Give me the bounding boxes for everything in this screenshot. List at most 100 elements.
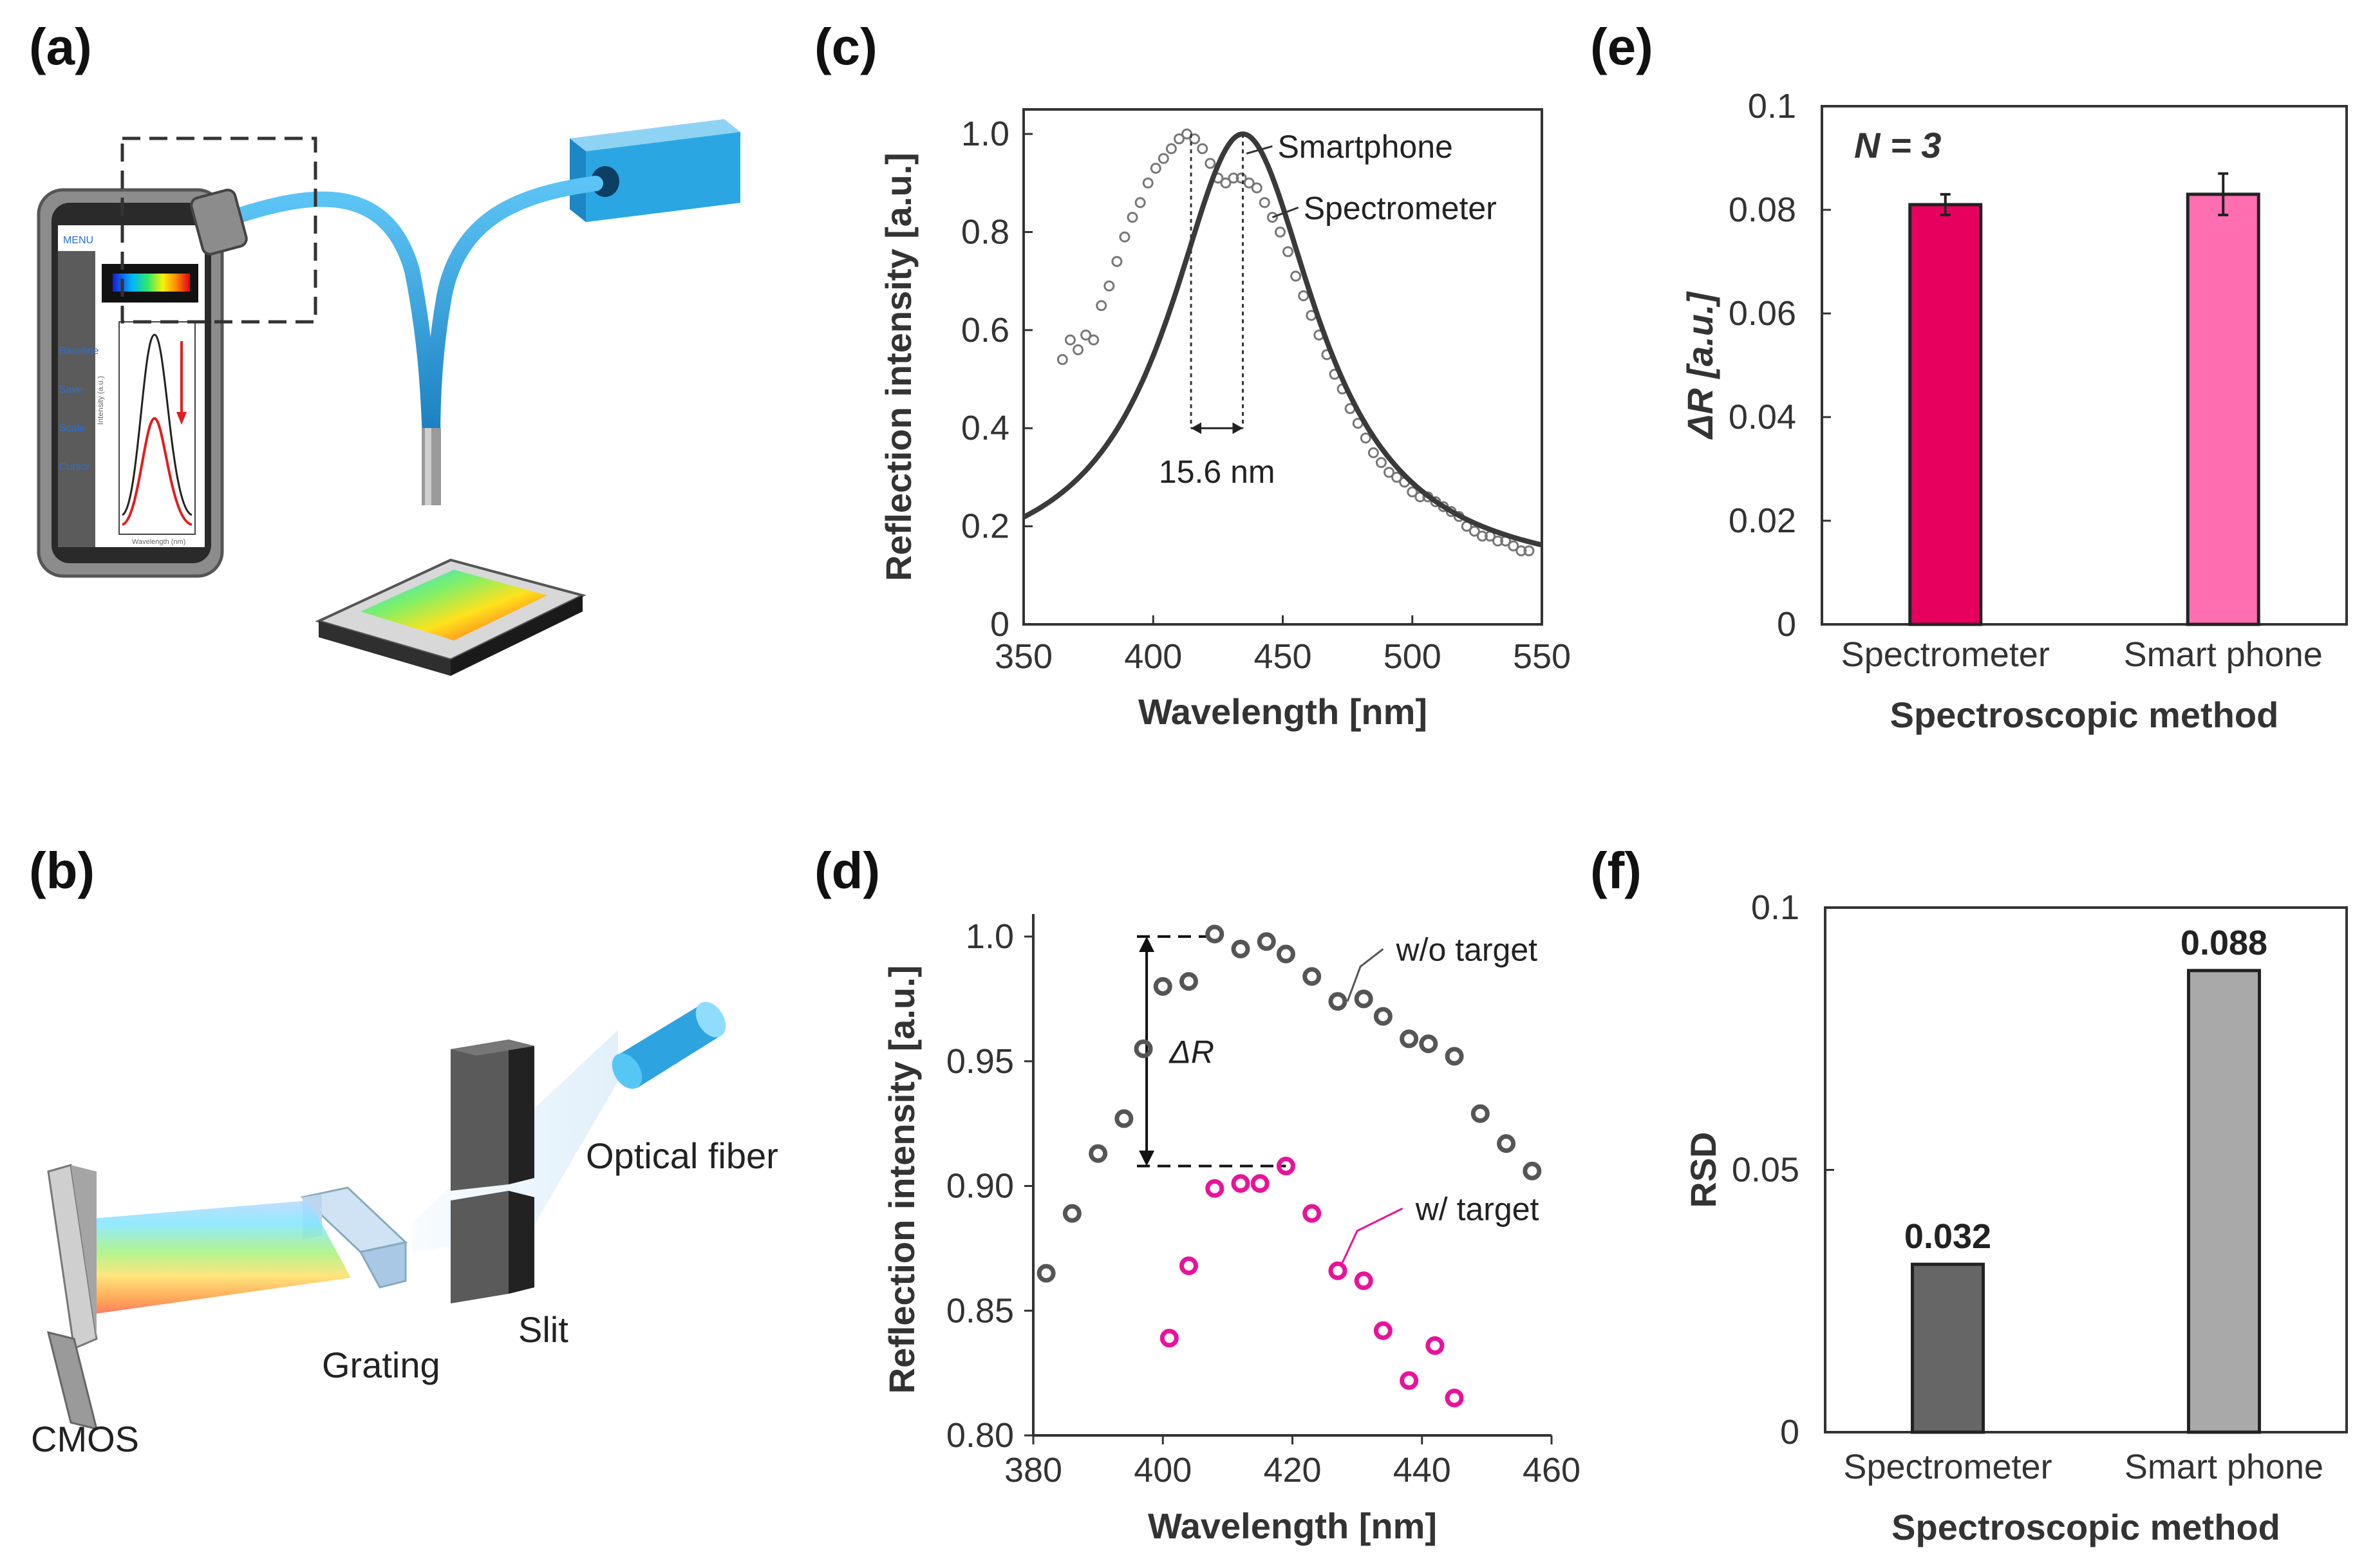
chart-d-without-target-point (1062, 1204, 1082, 1223)
chart-d-ytick-label: 0.80 (946, 1416, 1014, 1455)
chart-c-xtick-label: 350 (995, 637, 1053, 676)
chart-c-smartphone-point (1298, 290, 1309, 302)
chart-c-smartphone-point (1174, 133, 1185, 145)
chart-d-without-target-point (1302, 967, 1322, 986)
chart-f-ylabel: RSD (1683, 1132, 1723, 1208)
light-source-icon (570, 119, 740, 222)
chart-c-ytick-label: 0.4 (961, 409, 1009, 447)
chart-c-smartphone-point (1468, 525, 1480, 537)
chart-d-with-target-point (1159, 1329, 1179, 1348)
chart-e-ytick-label: 0.06 (1729, 294, 1796, 333)
phone-mini-ylabel: Intensity (a.u.) (96, 376, 105, 425)
optical-fiber-label: Optical fiber (586, 1135, 778, 1176)
chart-d-ytick-label: 0.90 (946, 1167, 1014, 1206)
chart-c-smartphone-point (1080, 329, 1092, 341)
chart-d-xtick-label: 420 (1263, 1451, 1321, 1489)
chart-d-with-target-point (1179, 1256, 1198, 1275)
chart-c-frame (1022, 108, 1543, 626)
chart-c-peak-shift-label: 15.6 nm (1159, 454, 1275, 490)
chart-d-with-target-point (1373, 1321, 1393, 1340)
chart-d-without-target-point (1373, 1007, 1393, 1026)
chart-f-value-label: 0.088 (2181, 924, 2267, 962)
chart-f-category-label: Smart phone (2125, 1448, 2323, 1486)
chart-c-xtick-label: 400 (1124, 637, 1182, 676)
chart-d-without-target-point (1445, 1047, 1464, 1066)
chart-c-smartphone-point (1243, 177, 1255, 189)
chart-c-smartphone-point (1367, 447, 1379, 458)
chart-c-spectrometer-line (1022, 131, 1543, 548)
chart-c-ytick-label: 1.0 (961, 115, 1009, 153)
chart-d-without-target-point (1276, 944, 1295, 964)
chart-c-xlabel: Wavelength [nm] (1138, 691, 1427, 732)
chart-d-with-target-point (1328, 1261, 1347, 1280)
chart-c-xtick-label: 450 (1253, 637, 1311, 676)
chart-d-without-target-point (1497, 1134, 1516, 1153)
chart-c-label-spectrometer: Spectrometer (1304, 190, 1497, 226)
phone-menu-label: MENU (63, 235, 93, 246)
chart-d-label-without-target: w/o target (1396, 931, 1538, 967)
chart-c-smartphone-point (1266, 212, 1278, 223)
chart-c-smartphone-point (1111, 256, 1123, 267)
panel-label-f: (f) (1590, 842, 1642, 899)
chart-e-ytick-label: 0 (1777, 605, 1796, 644)
chart-c-smartphone-point (1096, 300, 1107, 312)
chart-d-leader-with (1340, 1208, 1403, 1267)
chart-d-xtick-label: 380 (1004, 1451, 1062, 1489)
panel-label-c: (c) (814, 18, 877, 75)
chart-d-without-target-point (1037, 1264, 1056, 1283)
chart-c-smartphone-point (1064, 334, 1076, 346)
chart-e-delta-r-bars: 0 0.02 0.04 0.06 0.08 0.1 Spectrometer Smart p… (1680, 87, 2348, 735)
phone-button-scale: Scale (59, 423, 85, 434)
spectrometer-illustration: CMOS Grating Slit Optical fiber (31, 1002, 778, 1459)
chart-d-without-target-point (1089, 1144, 1108, 1163)
chart-f-frame (1824, 906, 2348, 1433)
chart-f-xlabel: Spectroscopic method (1891, 1507, 2280, 1547)
chart-c-smartphone-point (1259, 197, 1270, 209)
chart-c-xtick-label: 500 (1384, 637, 1441, 676)
chart-d-without-target-point (1114, 1109, 1134, 1128)
chart-d-with-target-point (1231, 1174, 1250, 1193)
chart-e-ytick-label: 0.02 (1729, 501, 1796, 540)
chart-d-without-target-point (1231, 939, 1250, 958)
cmos-label: CMOS (31, 1419, 139, 1459)
chart-c-smartphone-point (1508, 540, 1519, 552)
chart-d-without-target-point (1470, 1104, 1490, 1123)
panel-label-a: (a) (29, 18, 92, 75)
chart-c-smartphone-point (1228, 173, 1239, 184)
chart-c-smartphone-point (1375, 457, 1387, 469)
chart-c-ylabel: Reflection intensity [a.u.] (878, 153, 919, 581)
chart-d-ytick-label: 0.85 (946, 1291, 1014, 1330)
chart-d-with-target-point (1302, 1204, 1322, 1223)
chart-c-smartphone-point (1119, 231, 1130, 243)
slit-label: Slit (518, 1309, 568, 1350)
chart-d-with-target-point (1425, 1336, 1445, 1355)
chart-e-ytick-label: 0.1 (1748, 87, 1796, 126)
chart-d-with-target-point (1354, 1271, 1373, 1291)
chart-d-with-target-point (1276, 1157, 1295, 1175)
chart-d-xtick-label: 460 (1523, 1451, 1581, 1489)
chart-c-smartphone-point (1056, 354, 1068, 366)
phone-button-save: Save (59, 384, 83, 395)
chart-e-category-label: Smart phone (2124, 635, 2323, 674)
chart-f-ytick-label: 0 (1780, 1413, 1799, 1451)
chart-d-delta-r-label: ΔR (1168, 1034, 1214, 1070)
chart-e-frame (1821, 105, 2348, 626)
chart-c-smartphone-point (1290, 270, 1302, 282)
chart-c-leader-spectrometer (1271, 206, 1299, 219)
chart-d-with-target-point (1445, 1388, 1464, 1408)
chart-f-rsd-bars: 0 0.05 0.1 0.032 Spectrometer 0.088 Smart pho… (1683, 888, 2348, 1547)
phone-button-cursor: Cursor (59, 462, 91, 472)
chart-c-smartphone-point (1205, 158, 1216, 169)
chart-c-shift-arrowhead-right (1232, 422, 1243, 434)
chart-e-ylabel: ΔR [a.u.] (1680, 290, 1720, 440)
chart-c-smartphone-point (1150, 162, 1161, 174)
chart-c-smartphone-point (1134, 197, 1146, 209)
chart-d-without-target-point (1523, 1161, 1542, 1181)
chart-d-without-target-point (1134, 1039, 1153, 1058)
chart-f-value-label: 0.032 (1904, 1217, 1991, 1256)
chart-c-smartphone-point (1515, 545, 1527, 557)
chart-e-category-label: Spectrometer (1841, 635, 2050, 674)
chart-c-ytick-label: 0.6 (961, 311, 1009, 350)
panel-label-e: (e) (1590, 18, 1653, 75)
